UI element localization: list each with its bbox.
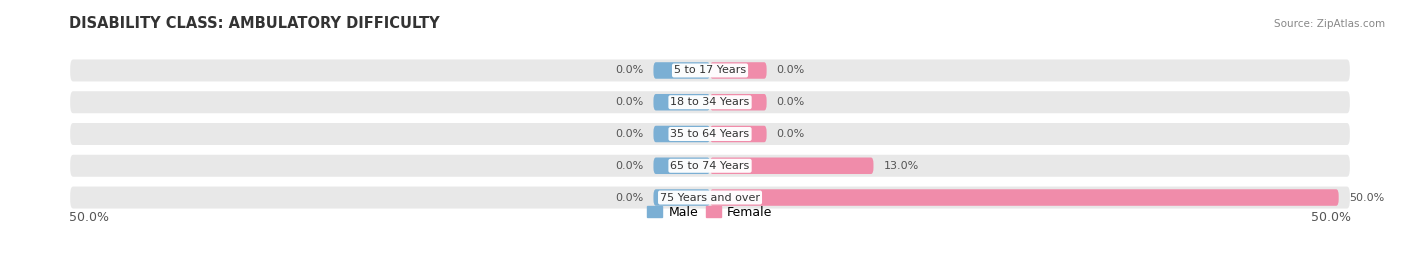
Text: 0.0%: 0.0% — [776, 65, 804, 76]
Text: 50.0%: 50.0% — [69, 211, 108, 224]
FancyBboxPatch shape — [710, 189, 1339, 206]
FancyBboxPatch shape — [69, 90, 1351, 115]
Text: DISABILITY CLASS: AMBULATORY DIFFICULTY: DISABILITY CLASS: AMBULATORY DIFFICULTY — [69, 16, 440, 31]
Text: 35 to 64 Years: 35 to 64 Years — [671, 129, 749, 139]
FancyBboxPatch shape — [654, 94, 710, 110]
FancyBboxPatch shape — [69, 58, 1351, 83]
FancyBboxPatch shape — [654, 126, 710, 142]
FancyBboxPatch shape — [69, 122, 1351, 146]
FancyBboxPatch shape — [654, 189, 710, 206]
Text: 0.0%: 0.0% — [616, 65, 644, 76]
Text: 13.0%: 13.0% — [883, 161, 918, 171]
FancyBboxPatch shape — [710, 126, 766, 142]
Text: 5 to 17 Years: 5 to 17 Years — [673, 65, 747, 76]
Text: 65 to 74 Years: 65 to 74 Years — [671, 161, 749, 171]
Text: 50.0%: 50.0% — [1348, 192, 1384, 203]
Text: 0.0%: 0.0% — [776, 97, 804, 107]
FancyBboxPatch shape — [710, 62, 766, 79]
Text: 0.0%: 0.0% — [616, 97, 644, 107]
Text: 0.0%: 0.0% — [616, 192, 644, 203]
Text: 18 to 34 Years: 18 to 34 Years — [671, 97, 749, 107]
Text: 0.0%: 0.0% — [616, 161, 644, 171]
Text: Source: ZipAtlas.com: Source: ZipAtlas.com — [1274, 19, 1385, 29]
Text: 75 Years and over: 75 Years and over — [659, 192, 761, 203]
Text: 0.0%: 0.0% — [616, 129, 644, 139]
FancyBboxPatch shape — [69, 185, 1351, 210]
FancyBboxPatch shape — [654, 158, 710, 174]
FancyBboxPatch shape — [654, 62, 710, 79]
FancyBboxPatch shape — [710, 158, 873, 174]
FancyBboxPatch shape — [69, 153, 1351, 178]
FancyBboxPatch shape — [710, 94, 766, 110]
Text: 50.0%: 50.0% — [1312, 211, 1351, 224]
Legend: Male, Female: Male, Female — [643, 201, 778, 224]
Text: 0.0%: 0.0% — [776, 129, 804, 139]
